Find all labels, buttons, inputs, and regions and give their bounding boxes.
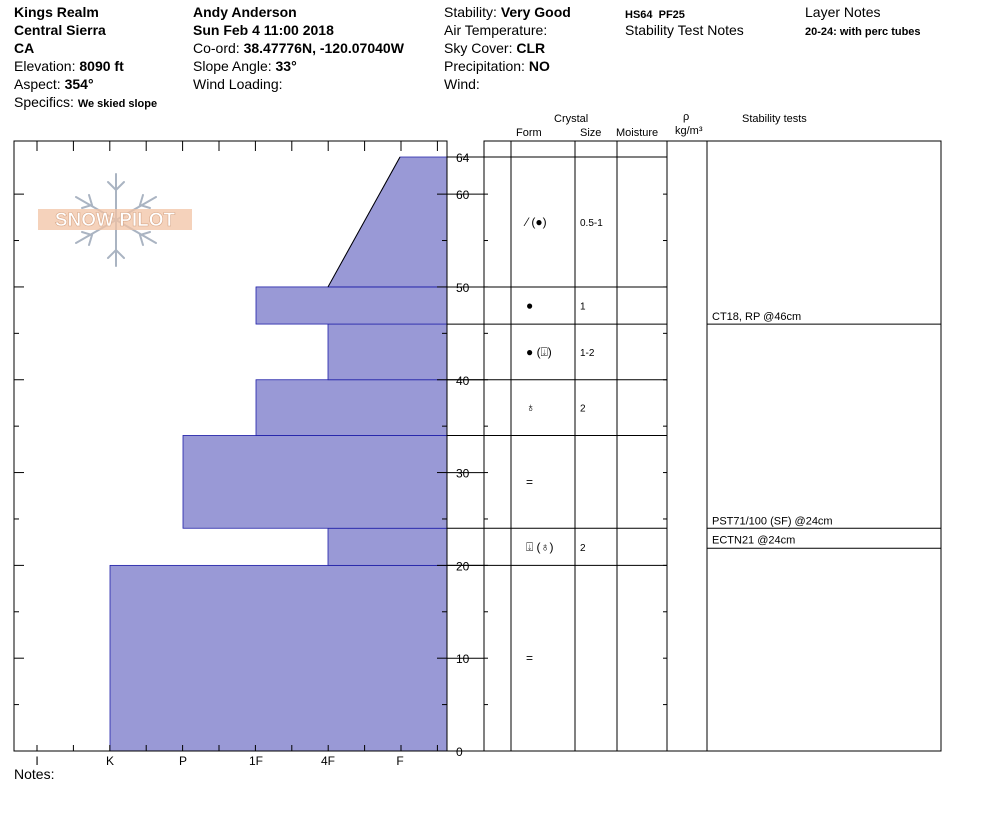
depth-tick-label: 20 xyxy=(456,559,470,573)
hardness-tick-label: 1F xyxy=(249,754,263,768)
depth-tick-label: 64 xyxy=(456,151,470,165)
grain-form-symbol: ⍗ (♁) xyxy=(526,540,554,554)
coordinates: Co-ord: 38.47776N, -120.07040W xyxy=(193,39,404,57)
crystal-header: Crystal xyxy=(554,113,589,125)
density-unit-header: kg/m³ xyxy=(675,125,703,137)
stability-tests-header: Stability tests xyxy=(742,113,807,125)
sky-label: Sky Cover: xyxy=(444,40,513,56)
size-header: Size xyxy=(580,127,602,139)
grain-form-symbol: = xyxy=(526,651,533,665)
stability-test-label: CT18, RP @46cm xyxy=(712,311,801,323)
depth-tick-label: 10 xyxy=(456,652,470,666)
coord-label: Co-ord: xyxy=(193,40,240,56)
stability-value: Very Good xyxy=(500,4,571,20)
aspect-label: Aspect: xyxy=(14,76,61,92)
grain-size-value: 1 xyxy=(580,302,586,313)
hardness-plot-frame xyxy=(13,140,448,752)
wind-loading-label: Wind Loading: xyxy=(193,76,283,92)
logo-text: SNOW PILOT xyxy=(55,210,176,231)
grain-size-value: 2 xyxy=(580,543,586,554)
snowpilot-logo: SNOW PILOT xyxy=(38,173,192,267)
moisture-header: Moisture xyxy=(616,127,659,139)
sky-cover: Sky Cover: CLR xyxy=(444,39,545,57)
grain-form-symbol: ● (⍗) xyxy=(526,345,552,359)
table-frame xyxy=(483,140,942,752)
depth-tick-label: 40 xyxy=(456,374,470,388)
layer-notes-value: 20-24: with perc tubes xyxy=(805,26,921,38)
form-header: Form xyxy=(516,127,542,139)
hardness-layer-1 xyxy=(327,527,448,566)
precip-value: NO xyxy=(528,58,550,74)
hardness-tick-label: F xyxy=(396,754,403,768)
wind-label: Wind: xyxy=(444,76,480,92)
hardness-tick-label: P xyxy=(179,754,187,768)
hardness-slope-edge xyxy=(327,156,401,288)
aspect: Aspect: 354° xyxy=(14,75,94,93)
state: CA xyxy=(14,40,35,56)
hardness-tick-label: 4F xyxy=(321,754,335,768)
depth-tick-label: 30 xyxy=(456,467,470,481)
slope-angle: Slope Angle: 33° xyxy=(193,57,297,75)
aspect-value: 354° xyxy=(64,76,94,92)
slope-value: 33° xyxy=(275,58,297,74)
hardness-layer-5 xyxy=(255,286,448,325)
grain-size-value: 0.5-1 xyxy=(580,218,603,229)
coord-value: 38.47776N, -120.07040W xyxy=(243,40,404,56)
hardness-tick-label: K xyxy=(106,754,114,768)
depth-tick-label: 50 xyxy=(456,281,470,295)
hardness-layer-2 xyxy=(182,435,448,529)
notes-label: Notes: xyxy=(14,766,55,782)
grain-form-symbol: ● xyxy=(526,299,533,313)
datetime: Sun Feb 4 11:00 2018 xyxy=(193,22,334,38)
stability-test-label: ECTN21 @24cm xyxy=(712,534,795,546)
hardness-layer-0 xyxy=(109,564,448,752)
grain-size-value: 2 xyxy=(580,404,586,415)
stability-test-notes-label: Stability Test Notes xyxy=(625,22,744,38)
slope-label: Slope Angle: xyxy=(193,58,272,74)
layer-notes-label: Layer Notes xyxy=(805,4,881,20)
hardness-layer-3 xyxy=(255,379,448,436)
specifics: Specifics: We skied slope xyxy=(14,93,157,113)
grain-size-value: 1-2 xyxy=(580,348,595,359)
elevation: Elevation: 8090 ft xyxy=(14,57,124,75)
precipitation: Precipitation: NO xyxy=(444,57,550,75)
hardness-layer-6 xyxy=(327,156,448,288)
grain-form-symbol: = xyxy=(526,475,533,489)
sky-value: CLR xyxy=(516,40,546,56)
depth-tick-label: 0 xyxy=(456,745,463,759)
stability-test-label: PST71/100 (SF) @24cm xyxy=(712,515,833,527)
grain-form-symbol: ♁ xyxy=(526,401,535,415)
specifics-value: We skied slope xyxy=(77,98,158,110)
grain-form-symbol: ⁄ (●) xyxy=(523,215,547,229)
region: Central Sierra xyxy=(14,22,106,38)
hardness-tick-label: I xyxy=(35,754,38,768)
depth-tick-label: 60 xyxy=(456,188,470,202)
observer: Andy Anderson xyxy=(193,4,297,20)
hs-pf: HS64 PF25 xyxy=(625,9,685,21)
precip-label: Precipitation: xyxy=(444,58,525,74)
stability-label: Stability: xyxy=(444,4,497,20)
elevation-label: Elevation: xyxy=(14,58,76,74)
location-name: Kings Realm xyxy=(14,4,99,20)
specifics-label: Specifics: xyxy=(14,94,74,110)
hardness-layer-4 xyxy=(327,323,448,381)
air-temp-label: Air Temperature: xyxy=(444,22,548,38)
rho-header: ρ xyxy=(683,111,690,123)
elevation-value: 8090 ft xyxy=(79,58,124,74)
stability: Stability: Very Good xyxy=(444,3,571,21)
